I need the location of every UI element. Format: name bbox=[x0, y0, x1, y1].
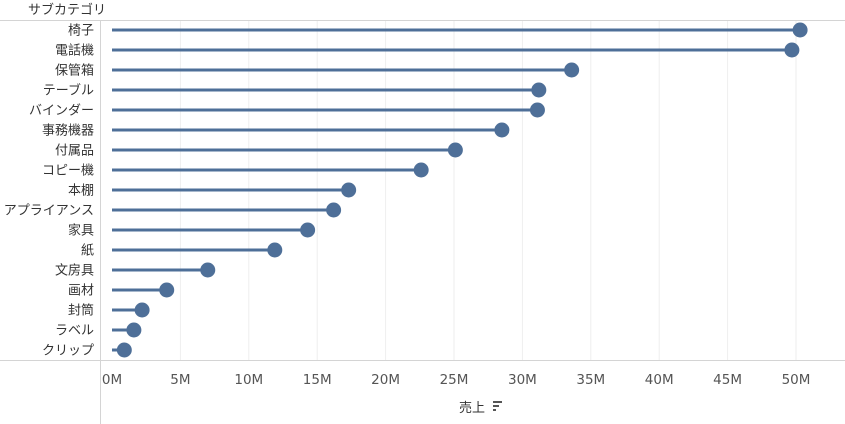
lollipop-dot[interactable] bbox=[529, 102, 545, 118]
category-label: アプライアンス bbox=[4, 204, 94, 219]
lollipop-dot[interactable] bbox=[200, 262, 216, 278]
lollipop-stems bbox=[112, 28, 801, 352]
x-tick-label: 15M bbox=[303, 372, 332, 388]
category-label: 画材 bbox=[68, 284, 94, 299]
x-tick-label: 35M bbox=[576, 372, 605, 388]
category-label: クリップ bbox=[42, 344, 94, 359]
lollipop-dot[interactable] bbox=[116, 342, 132, 358]
category-label: バインダー bbox=[29, 104, 94, 119]
lollipop-dot[interactable] bbox=[792, 22, 808, 38]
lollipop-dot[interactable] bbox=[267, 242, 283, 258]
x-tick-label: 45M bbox=[713, 372, 742, 388]
category-labels: 椅子電話機保管箱テーブルバインダー事務機器付属品コピー機本棚アプライアンス家具紙… bbox=[4, 24, 94, 359]
category-label: 保管箱 bbox=[55, 63, 94, 79]
x-axis-title: 売上 bbox=[459, 400, 485, 416]
lollipop-dot[interactable] bbox=[341, 182, 357, 198]
category-label: コピー機 bbox=[42, 164, 94, 179]
category-label: 付属品 bbox=[55, 144, 94, 159]
x-tick-label: 40M bbox=[645, 372, 674, 388]
x-tick-label: 30M bbox=[508, 372, 537, 388]
category-label: 文房具 bbox=[55, 263, 94, 279]
sort-descending-icon[interactable] bbox=[493, 401, 502, 411]
x-axis-ticks: 0M 5M 10M 15M 20M 25M 30M 35M 40M 45M 50M bbox=[102, 372, 811, 388]
x-tick-label: 0M bbox=[102, 372, 122, 388]
x-tick-label: 10M bbox=[234, 372, 263, 388]
category-label: テーブル bbox=[43, 83, 94, 99]
lollipop-dot[interactable] bbox=[159, 282, 175, 298]
x-tick-label: 20M bbox=[371, 372, 400, 388]
lollipop-dot[interactable] bbox=[300, 222, 316, 238]
x-tick-label: 25M bbox=[440, 372, 469, 388]
lollipop-dot[interactable] bbox=[494, 122, 510, 138]
category-label: 紙 bbox=[81, 244, 94, 259]
lollipop-dot[interactable] bbox=[564, 62, 580, 78]
x-tick-label: 5M bbox=[170, 372, 190, 388]
lollipop-dot[interactable] bbox=[531, 82, 547, 98]
category-label: 家具 bbox=[68, 223, 94, 239]
category-label: 電話機 bbox=[55, 43, 94, 59]
category-label: 封筒 bbox=[68, 303, 94, 319]
category-label: 事務機器 bbox=[42, 124, 94, 139]
x-tick-label: 50M bbox=[782, 372, 811, 388]
row-header-label: サブカテゴリ bbox=[28, 2, 106, 18]
lollipop-dot[interactable] bbox=[134, 302, 150, 318]
lollipop-dot[interactable] bbox=[326, 202, 342, 218]
lollipop-dots bbox=[116, 22, 808, 358]
lollipop-dot[interactable] bbox=[413, 162, 429, 178]
lollipop-dot[interactable] bbox=[126, 322, 142, 338]
lollipop-dot[interactable] bbox=[447, 142, 463, 158]
category-label: 本棚 bbox=[68, 184, 94, 199]
lollipop-dot[interactable] bbox=[784, 42, 800, 58]
category-label: 椅子 bbox=[68, 24, 94, 39]
category-label: ラベル bbox=[55, 324, 94, 339]
